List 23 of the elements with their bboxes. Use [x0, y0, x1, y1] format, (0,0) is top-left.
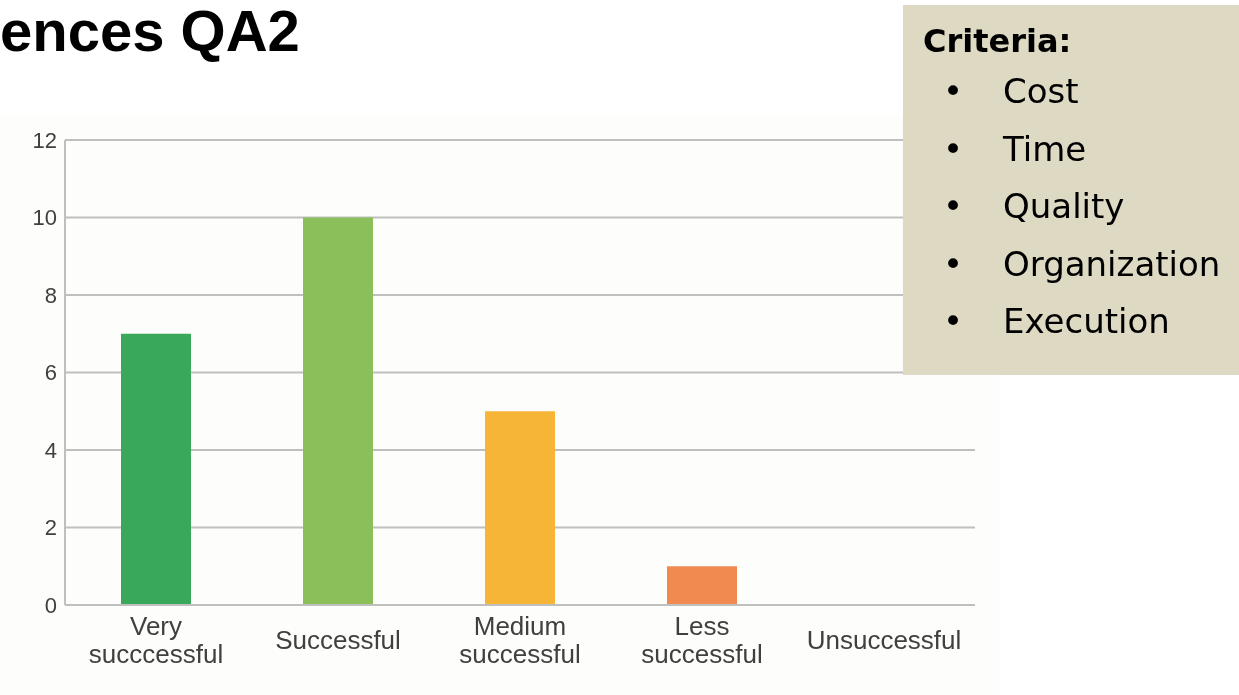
chart-title: ences QA2 [0, 0, 300, 63]
annotation: • Execution [943, 300, 1170, 343]
bar [667, 566, 737, 605]
x-tick-label: Very succcessful [88, 611, 224, 669]
bar [485, 411, 555, 605]
x-tick-label: Unsuccessful [806, 625, 962, 655]
x-tick-label: Medium successful [459, 611, 581, 669]
y-tick-label: 0 [44, 592, 57, 618]
text: Criteria: [923, 21, 1073, 62]
y-tick-label: 2 [44, 515, 57, 541]
y-tick-label: 12 [32, 127, 57, 153]
annotation: • Quality [943, 185, 1125, 228]
bar [121, 333, 191, 605]
annotation: • Organization [943, 242, 1221, 286]
y-tick-label: 8 [44, 282, 57, 308]
bar [303, 217, 373, 605]
x-tick-label: Successful [275, 625, 401, 655]
y-tick-label: 6 [44, 360, 57, 386]
text: • Cost [943, 70, 1079, 113]
x-tick-label: Less successful [641, 611, 763, 669]
y-tick-label: 4 [44, 437, 57, 463]
annotation: • Time [943, 127, 1087, 171]
y-tick-label: 10 [32, 205, 57, 231]
